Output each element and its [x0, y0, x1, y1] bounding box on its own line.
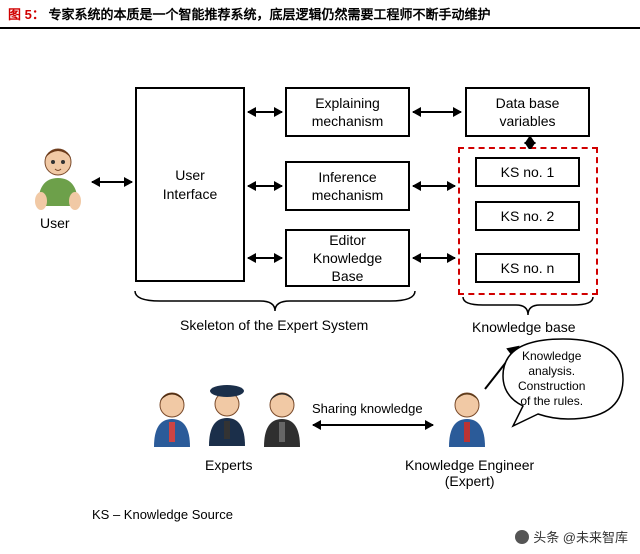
user-icon	[28, 144, 88, 214]
ks-legend: KS – Knowledge Source	[92, 507, 233, 522]
arrow-db-kb	[524, 137, 536, 149]
expert1-icon	[145, 389, 200, 454]
box-user-interface: User Interface	[135, 87, 245, 282]
watermark: 头条 @未来智库	[515, 527, 628, 546]
arrow-inference-kb	[413, 185, 455, 187]
watermark-text: 头条 @未来智库	[533, 530, 628, 545]
arrow-sharing	[313, 424, 433, 426]
avatar-icon	[515, 530, 529, 544]
arrow-editor-kb	[413, 257, 455, 259]
expert2-icon	[200, 384, 255, 454]
box-ksn: KS no. n	[475, 253, 580, 283]
label-ke: Knowledge Engineer (Expert)	[405, 457, 534, 489]
arrow-ui-explain	[248, 111, 282, 113]
label-sharing: Sharing knowledge	[312, 401, 423, 416]
knowledge-engineer-icon	[440, 389, 495, 454]
box-editor: Editor Knowledge Base	[285, 229, 410, 287]
box-ks2: KS no. 2	[475, 201, 580, 231]
brace-skeleton	[130, 291, 420, 316]
arrow-ui-editor	[248, 257, 282, 259]
box-explaining: Explaining mechanism	[285, 87, 410, 137]
label-skeleton: Skeleton of the Expert System	[180, 317, 368, 333]
label-kb: Knowledge base	[472, 319, 576, 335]
label-experts: Experts	[205, 457, 252, 473]
arrow-ui-inference	[248, 185, 282, 187]
box-db-vars: Data base variables	[465, 87, 590, 137]
title-text: 专家系统的本质是一个智能推荐系统，底层逻辑仍然需要工程师不断手动维护	[48, 7, 490, 22]
brace-kb	[458, 297, 598, 319]
arrow-user-ui	[92, 181, 132, 183]
arrow-explain-db	[413, 111, 461, 113]
title-prefix: 图 5：	[8, 7, 45, 22]
box-ks1: KS no. 1	[475, 157, 580, 187]
box-inference: Inference mechanism	[285, 161, 410, 211]
bubble-text: Knowledge analysis. Construction of the …	[518, 349, 585, 409]
expert3-icon	[255, 389, 310, 454]
figure-title: 图 5： 专家系统的本质是一个智能推荐系统，底层逻辑仍然需要工程师不断手动维护	[0, 0, 640, 29]
diagram-canvas: User User Interface Explaining mechanism…	[0, 29, 640, 554]
user-label: User	[40, 215, 70, 231]
